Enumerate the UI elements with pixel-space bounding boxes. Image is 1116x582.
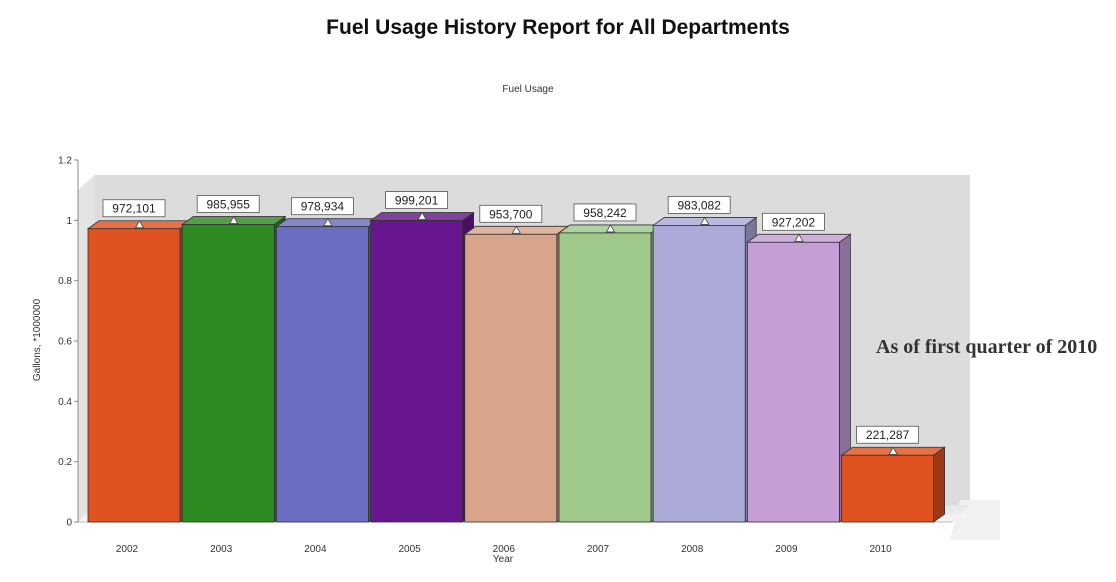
bar-2009: 927,202 (746, 212, 852, 523)
x-tick-label-2007: 2007 (587, 544, 610, 555)
x-tick-label-2004: 2004 (304, 544, 327, 555)
data-label-2007: 958,242 (583, 206, 627, 220)
data-label-box (573, 203, 637, 222)
chart-title: Fuel Usage History Report for All Depart… (326, 16, 790, 39)
data-label-box (385, 191, 449, 209)
bar-2007: 958,242 (557, 203, 664, 523)
x-tick-label-2009: 2009 (775, 544, 798, 555)
bar-marker (134, 219, 145, 229)
bar-2008: 983,082 (651, 196, 758, 523)
data-label-box (196, 195, 260, 213)
x-tick-label-2008: 2008 (681, 544, 704, 555)
bar-front-face (464, 233, 558, 523)
y-axis: 0 0.2 0.4 0.6 0.8 1 1.2 (58, 156, 79, 529)
bar-front-face (87, 228, 181, 523)
bar-2010: 221,287 (840, 425, 946, 523)
quarter-note: As of first quarter of 2010 (876, 336, 1098, 358)
y-tick-label: 0.6 (58, 337, 72, 348)
data-label-2002: 972,101 (112, 202, 156, 216)
y-tick-label: 0 (66, 518, 72, 529)
bar-marker (700, 216, 710, 225)
y-axis-label: Gallons, *1000000 (32, 298, 43, 381)
x-tick-label-2002: 2002 (116, 544, 139, 555)
bar-marker (417, 211, 427, 220)
x-axis-label: Year (493, 554, 514, 565)
data-label-2003: 985,955 (207, 198, 251, 212)
data-label-box (290, 197, 354, 216)
bars-group: 972,101 985,955 978,934 999,201 953,700 958,2… (86, 191, 946, 523)
data-label-2005: 999,201 (395, 194, 439, 208)
data-label-2009: 927,202 (772, 215, 816, 229)
bar-marker (323, 217, 333, 227)
data-label-box (479, 204, 543, 223)
bar-front-face (841, 454, 934, 523)
bar-front-face (181, 224, 275, 523)
bar-marker (511, 225, 521, 234)
y-tick-label: 1 (66, 216, 72, 227)
bar-marker (888, 446, 898, 455)
chart-subtitle: Fuel Usage (502, 84, 554, 95)
bar-2004: 978,934 (275, 197, 381, 523)
y-tick-label: 0.4 (58, 397, 72, 408)
x-tick-labels: 2002 2003 2004 2005 2006 2007 2008 2009 2010 (116, 544, 892, 555)
x-tick-label-2010: 2010 (869, 544, 892, 555)
bar-2003: 985,955 (180, 195, 287, 523)
bar-front-face (558, 232, 652, 523)
bar-front-face (275, 226, 369, 523)
bar-side-face (933, 446, 945, 523)
data-label-box (856, 425, 919, 444)
bar-2006: 953,700 (463, 204, 570, 523)
bar-front-face (370, 220, 464, 523)
y-tick-label: 0.8 (58, 276, 72, 287)
data-label-box (667, 196, 731, 214)
y-tick-label: 1.2 (58, 156, 72, 167)
bar-2005: 999,201 (369, 191, 475, 523)
x-tick-label-2005: 2005 (398, 544, 421, 555)
bar-marker (794, 233, 804, 242)
bar-front-face (652, 225, 746, 523)
x-tick-label-2006: 2006 (493, 544, 516, 555)
bar-2002: 972,101 (86, 199, 193, 523)
y-tick-label: 0.2 (58, 457, 72, 468)
data-label-box (762, 212, 825, 231)
data-label-2006: 953,700 (489, 207, 533, 221)
data-label-box (102, 199, 166, 218)
data-label-2004: 978,934 (301, 200, 345, 214)
bar-marker (229, 215, 239, 224)
x-tick-label-2003: 2003 (210, 544, 233, 555)
bar-marker (605, 224, 616, 233)
data-label-2010: 221,287 (866, 428, 910, 442)
bar-front-face (747, 241, 840, 523)
data-label-2008: 983,082 (678, 198, 722, 212)
